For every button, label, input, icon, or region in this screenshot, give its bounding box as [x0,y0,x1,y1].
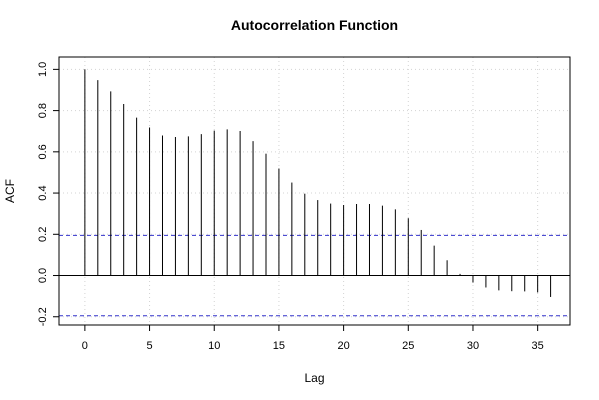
y-axis: -0.2 0.0 0.2 0.4 0.6 0.8 1.0 [37,62,60,326]
x-tick-label: 15 [273,340,285,352]
x-axis-label: Lag [304,371,324,385]
y-tick-label: 0.2 [37,227,49,242]
x-tick-label: 35 [532,340,544,352]
y-tick-label: 0.6 [37,144,49,159]
acf-spikes [84,69,552,297]
y-tick-label: 0.0 [37,268,49,283]
y-axis-label: ACF [3,179,17,203]
y-tick-label: 1.0 [37,62,49,77]
x-tick-label: 5 [146,340,152,352]
y-tick-label: 0.8 [37,103,49,118]
y-tick-label: 0.4 [37,185,49,200]
x-tick-label: 25 [402,340,414,352]
chart-title: Autocorrelation Function [231,17,398,33]
plot-frame [58,56,571,326]
grid-lines [59,57,570,325]
x-tick-label: 20 [337,340,349,352]
x-tick-label: 10 [208,340,220,352]
y-tick-label: -0.2 [37,307,49,326]
x-axis: 0 5 10 15 20 25 30 35 [82,324,544,352]
confidence-lines [59,234,570,317]
x-tick-label: 30 [467,340,479,352]
x-tick-label: 0 [82,340,88,352]
